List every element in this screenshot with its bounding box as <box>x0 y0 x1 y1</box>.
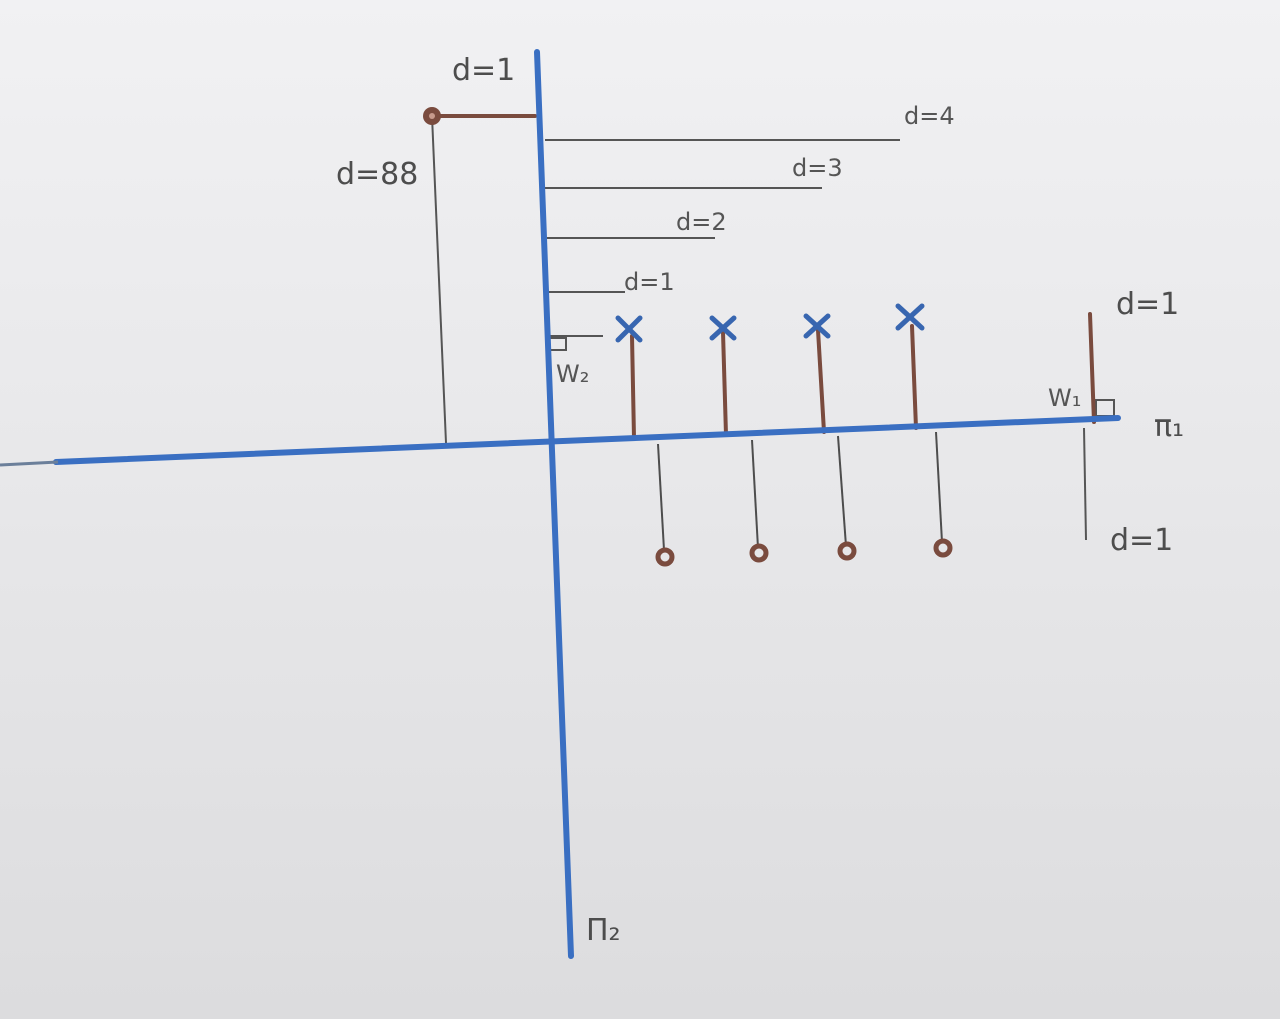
positive-stem-1 <box>630 334 636 440</box>
negative-markers <box>655 538 953 567</box>
negative-stem-3 <box>837 435 847 547</box>
negative-stems <box>657 431 943 551</box>
label-right-d1-top: d=1 <box>1116 287 1179 322</box>
label-d4: d=4 <box>904 102 955 130</box>
hyperplanes <box>53 49 1121 959</box>
hyperplane-pi1 <box>53 415 1121 465</box>
label-pi2: Π₂ <box>586 913 621 948</box>
label-top-d1: d=1 <box>452 53 515 88</box>
right-lower-distance-line <box>1083 427 1087 541</box>
label-pi1: π₁ <box>1154 409 1184 444</box>
ink-elements <box>438 114 1096 440</box>
positive-markers <box>615 303 925 343</box>
positive-cross-2 <box>709 315 737 341</box>
label-d1-mid: d=1 <box>624 268 675 296</box>
negative-stem-4 <box>935 431 943 543</box>
label-d3: d=3 <box>792 154 843 182</box>
label-d88: d=88 <box>336 157 418 192</box>
label-w1: W₁ <box>1048 384 1081 412</box>
positive-cross-4 <box>895 303 925 331</box>
d88-point-highlight <box>429 113 435 119</box>
label-right-d1-bottom: d=1 <box>1110 523 1173 558</box>
positive-stem-2 <box>721 330 728 437</box>
right-angle-w2 <box>550 337 567 351</box>
distance-lines <box>431 115 1115 541</box>
negative-circle-4 <box>933 538 953 558</box>
negative-circle-3 <box>837 541 857 561</box>
d88-vertical-line <box>431 115 447 444</box>
label-w2: W₂ <box>556 360 589 388</box>
hyperplane-pi1-extension <box>0 460 59 467</box>
positive-cross-1 <box>615 315 643 343</box>
positive-stem-3 <box>816 328 826 434</box>
negative-circle-1 <box>655 547 675 567</box>
negative-stem-1 <box>657 443 665 551</box>
negative-stem-2 <box>751 439 759 549</box>
right-upper-distance-line <box>1088 312 1096 424</box>
hyperplane-pi2 <box>534 49 574 959</box>
label-d2: d=2 <box>676 208 727 236</box>
negative-circle-2 <box>749 543 769 563</box>
positive-cross-3 <box>803 313 831 339</box>
positive-stem-4 <box>910 324 918 430</box>
